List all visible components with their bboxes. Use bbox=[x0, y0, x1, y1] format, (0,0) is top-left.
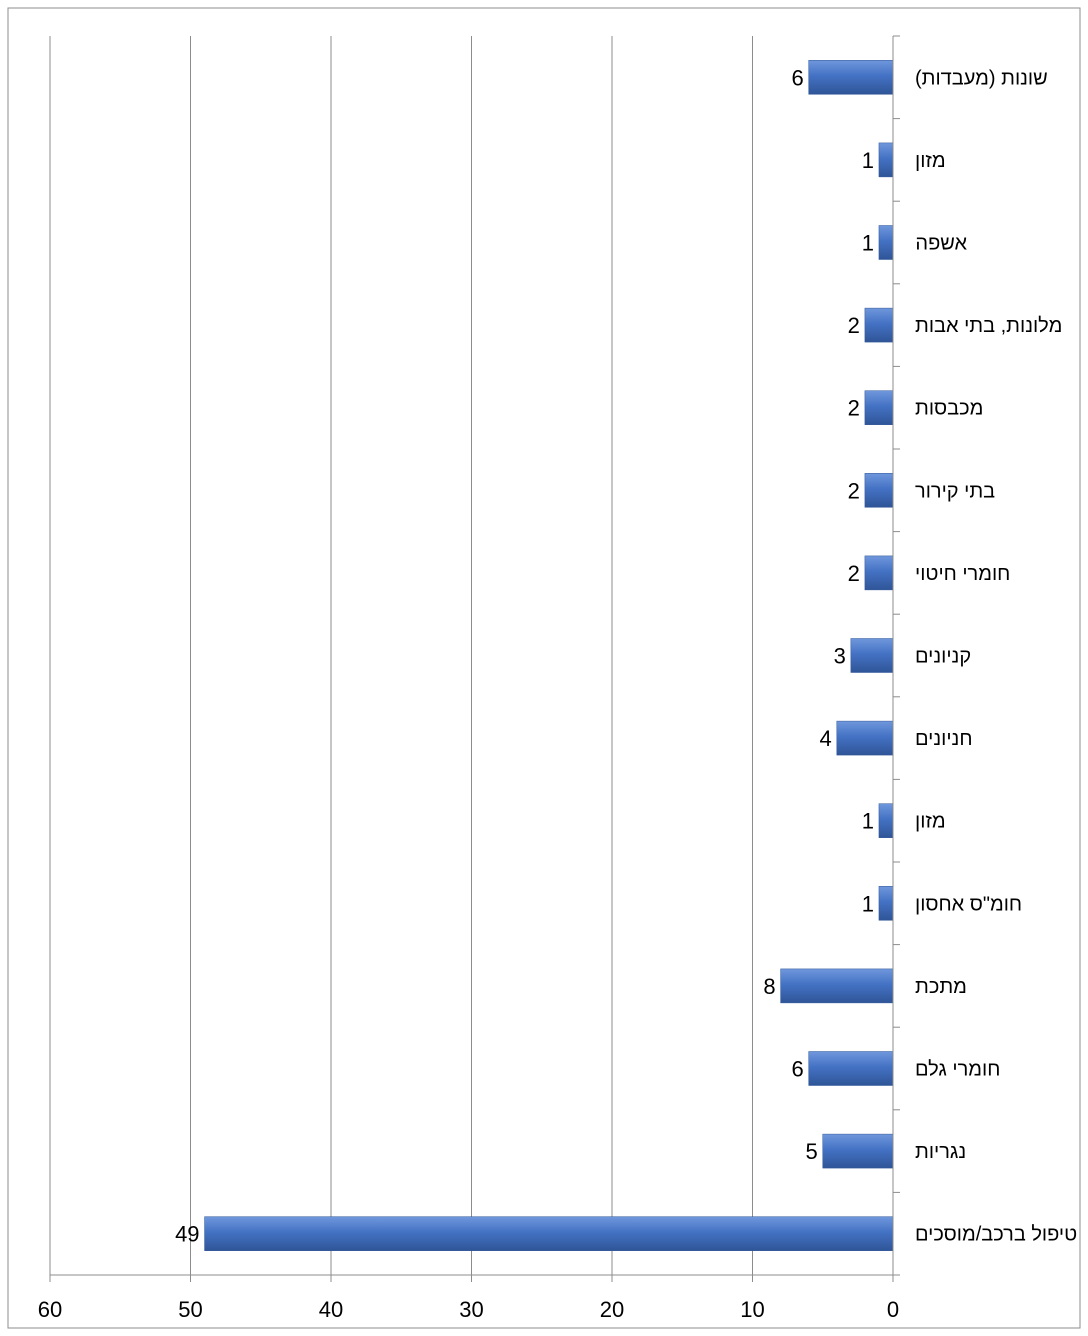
bar bbox=[864, 555, 894, 591]
x-tick-label: 30 bbox=[459, 1297, 483, 1322]
data-label: 6 bbox=[791, 65, 803, 90]
gridlines bbox=[49, 36, 753, 1275]
x-tick-label: 60 bbox=[38, 1297, 62, 1322]
x-tick-label: 20 bbox=[600, 1297, 624, 1322]
category-label: חומרי גלם bbox=[915, 1059, 1000, 1081]
bar bbox=[850, 638, 894, 673]
data-label: 1 bbox=[862, 231, 874, 256]
axes bbox=[49, 35, 900, 1282]
x-tick-label: 0 bbox=[887, 1297, 899, 1322]
bar bbox=[204, 1216, 894, 1251]
data-label: 2 bbox=[848, 478, 860, 503]
bar bbox=[864, 307, 894, 343]
category-label: חומרי חיטוי bbox=[915, 563, 1010, 585]
data-label: 2 bbox=[848, 561, 860, 586]
bars bbox=[204, 60, 894, 1251]
category-label: קניונים bbox=[915, 646, 971, 668]
bar bbox=[836, 720, 894, 756]
bar bbox=[780, 968, 894, 1004]
data-label: 1 bbox=[862, 891, 874, 916]
data-label: 1 bbox=[862, 809, 874, 834]
category-label: מתכת bbox=[915, 976, 967, 998]
data-label: 49 bbox=[175, 1222, 199, 1247]
category-label: שונות (מעבדות) bbox=[915, 67, 1048, 89]
bar bbox=[822, 1133, 894, 1169]
bar bbox=[878, 142, 894, 178]
category-label: בתי קירור bbox=[915, 480, 995, 502]
bar bbox=[808, 60, 894, 95]
bar bbox=[878, 886, 894, 921]
x-tick-label: 50 bbox=[178, 1297, 202, 1322]
category-label: אשפה bbox=[915, 233, 967, 255]
labels: 0 10 20 30 40 50 60 6 שונות (מעבדות) 1 מזון 1 אשפה 2 מ… bbox=[38, 65, 1077, 1322]
category-label: מלונות, בתי אבות bbox=[915, 315, 1062, 337]
data-label: 2 bbox=[848, 396, 860, 421]
data-label: 8 bbox=[763, 974, 775, 999]
data-label: 5 bbox=[806, 1139, 818, 1164]
data-label: 1 bbox=[862, 148, 874, 173]
data-label: 4 bbox=[820, 726, 832, 751]
bar bbox=[864, 390, 894, 425]
bar bbox=[864, 473, 894, 508]
bar bbox=[878, 225, 894, 260]
category-label: טיפול ברכב/מוסכים bbox=[915, 1224, 1077, 1246]
bar bbox=[878, 803, 894, 838]
category-label: מזון bbox=[915, 150, 946, 172]
category-label: מזון bbox=[915, 811, 946, 833]
x-tick-label: 40 bbox=[319, 1297, 343, 1322]
data-label: 3 bbox=[834, 644, 846, 669]
chart-border bbox=[7, 7, 1081, 1329]
category-label: מכבסות bbox=[915, 398, 983, 420]
category-label: חניונים bbox=[915, 728, 972, 750]
bar bbox=[808, 1051, 894, 1086]
category-label: נגריות bbox=[915, 1141, 966, 1163]
x-tick-label: 10 bbox=[740, 1297, 764, 1322]
data-label: 6 bbox=[791, 1057, 803, 1082]
category-label: חומ"ס אחסון bbox=[915, 893, 1022, 915]
data-label: 2 bbox=[848, 313, 860, 338]
